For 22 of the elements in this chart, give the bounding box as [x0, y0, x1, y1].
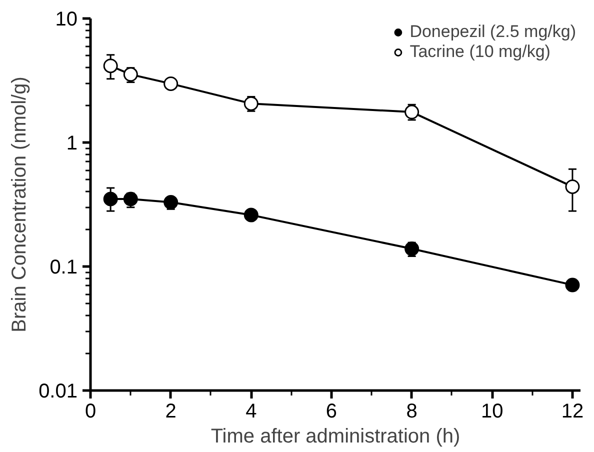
legend-label: Tacrine (10 mg/kg): [410, 42, 550, 62]
point: [103, 58, 118, 74]
x-tick-label: 6: [326, 400, 338, 422]
y-axis-title: Brain Concentration (nmol/g): [8, 76, 31, 332]
point: [164, 76, 178, 91]
x-tick-label: 2: [165, 400, 176, 422]
x-tick-label: 8: [406, 400, 418, 422]
y-tick-label: 1: [66, 132, 78, 154]
point: [565, 278, 580, 292]
point: [103, 192, 118, 206]
x-tick-label: 10: [481, 400, 504, 422]
y-tick-label: 0.1: [50, 256, 78, 278]
x-tick-label: 0: [84, 400, 96, 422]
y-tick-label: 0.01: [38, 380, 78, 402]
point: [164, 194, 178, 210]
y-tick-label: 10: [55, 8, 78, 30]
legend-label: Donepezil (2.5 mg/kg): [410, 22, 576, 42]
x-tick-label: 4: [246, 400, 257, 422]
x-tick-label: 12: [561, 400, 584, 422]
x-axis-title: Time after administration (h): [210, 426, 460, 448]
point: [244, 208, 258, 222]
point: [565, 179, 580, 194]
